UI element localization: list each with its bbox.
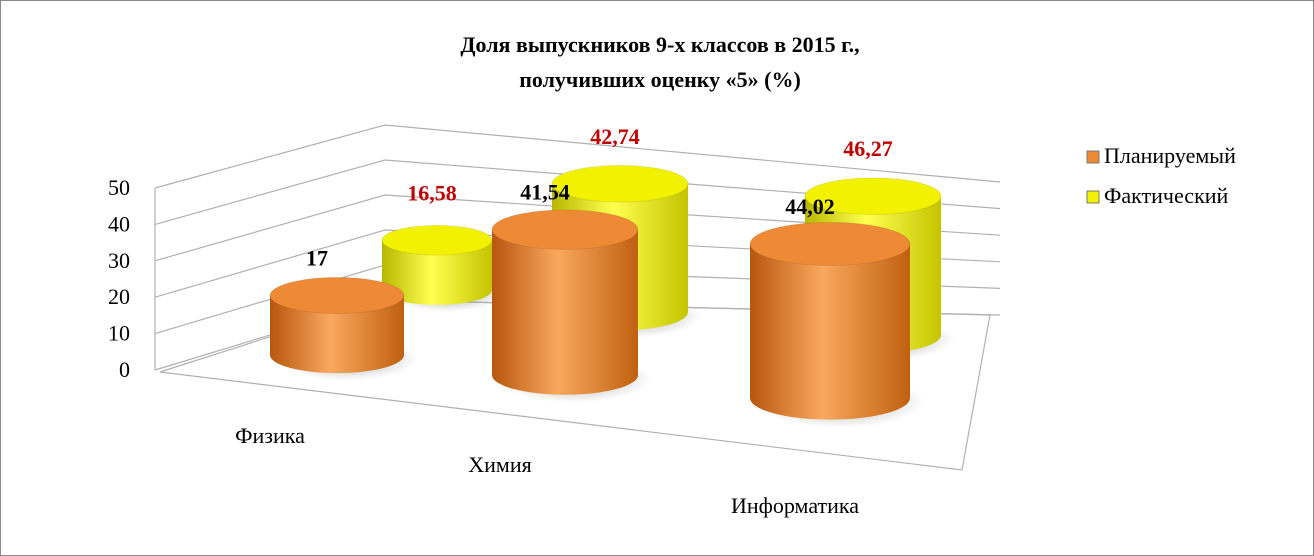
cylinder-top [269,276,405,315]
x-tick-label: Физика [235,423,305,448]
chart-title: Доля выпускников 9-х классов в 2015 г., [460,32,859,57]
y-tick-label: 10 [108,321,130,346]
y-tick-label: 50 [108,175,130,200]
chart-title: получивших оценку «5» (%) [519,67,801,92]
data-label: 42,74 [590,124,640,149]
legend-label: Фактический [1104,183,1229,208]
grid-line [154,124,1001,189]
cylinder-body [382,240,492,305]
y-tick-label: 0 [119,357,130,382]
y-tick-label: 30 [108,248,130,273]
grid-line [154,159,1001,225]
cylinder-top [804,177,942,216]
legend-swatch [1086,190,1100,204]
y-tick-label: 40 [108,211,130,236]
cylinder-top [551,164,689,203]
data-label: 44,02 [785,194,835,219]
y-tick-label: 20 [108,284,130,309]
cylinder-top [381,224,493,256]
legend-swatch [1086,150,1100,164]
cylinder-body [270,295,404,374]
legend-label: Планируемый [1104,143,1236,168]
data-label: 16,58 [407,180,457,205]
data-label: 17 [306,246,328,271]
cylinder-top [749,221,911,267]
data-label: 46,27 [843,136,893,161]
grid-line [154,194,1001,262]
cylinder-body [750,243,910,420]
cylinder-body [492,229,638,395]
data-label: 41,54 [520,180,570,205]
x-tick-label: Химия [468,452,531,477]
x-tick-label: Информатика [731,493,859,518]
cylinder-top [491,209,639,250]
